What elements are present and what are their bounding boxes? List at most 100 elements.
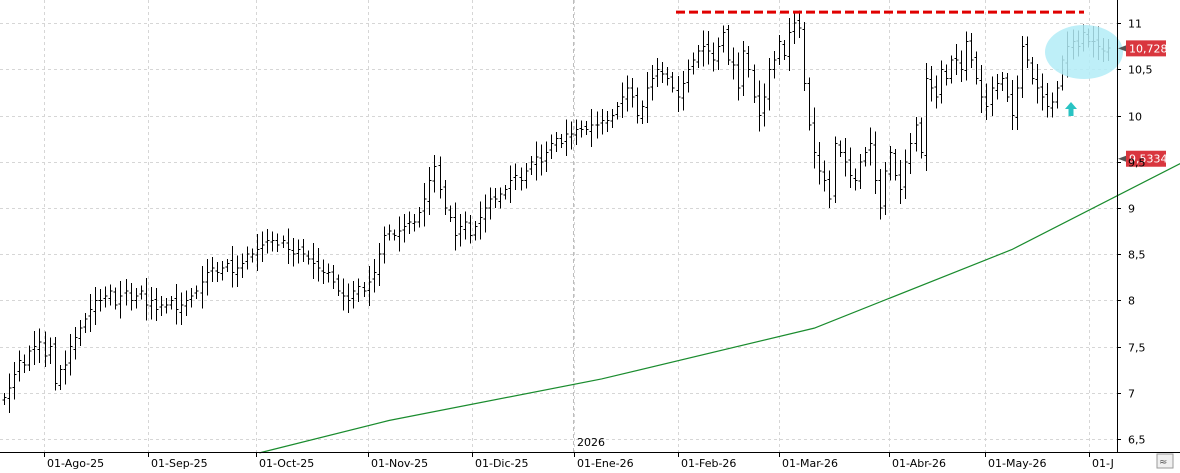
ohlc-bar bbox=[898, 160, 903, 205]
ohlc-bar bbox=[362, 281, 367, 297]
price-bars bbox=[2, 10, 1111, 413]
ohlc-bar bbox=[200, 266, 205, 309]
ohlc-bar bbox=[27, 345, 32, 371]
ohlc-bar bbox=[367, 266, 372, 306]
ohlc-bar bbox=[797, 10, 802, 39]
ohlc-bar bbox=[888, 145, 893, 181]
ohlc-bar bbox=[210, 256, 215, 283]
ohlc-bar bbox=[427, 166, 432, 216]
highlight-ellipse bbox=[1045, 25, 1123, 79]
last-price-badge: 10,728 bbox=[1118, 40, 1168, 57]
ohlc-bar bbox=[574, 119, 579, 146]
x-tick-label: 01-May-26 bbox=[988, 457, 1046, 470]
x-tick-label: 01-J bbox=[1092, 457, 1114, 470]
x-tick-label: 01-Mar-26 bbox=[782, 457, 838, 470]
ohlc-bar bbox=[265, 229, 270, 254]
ohlc-bar bbox=[969, 32, 974, 69]
ohlc-bar bbox=[149, 286, 154, 320]
y-tick-label: 7 bbox=[1128, 388, 1135, 401]
ohlc-bar bbox=[301, 238, 306, 263]
ohlc-bar bbox=[944, 64, 949, 86]
up-arrow-icon bbox=[1065, 102, 1077, 116]
ohlc-bar bbox=[270, 231, 275, 252]
ohlc-bar bbox=[488, 187, 493, 220]
ohlc-bar bbox=[954, 43, 959, 75]
ohlc-bar bbox=[463, 211, 468, 240]
ohlc-bar bbox=[412, 213, 417, 232]
ohlc-bar bbox=[1055, 81, 1060, 109]
ohlc-bar bbox=[159, 295, 164, 316]
scroll-icon: ≈ bbox=[1159, 457, 1167, 468]
ohlc-bar bbox=[772, 51, 777, 79]
ohlc-bar bbox=[113, 287, 118, 310]
ohlc-bar bbox=[964, 31, 969, 81]
ohlc-bar bbox=[524, 163, 529, 189]
ohlc-bar bbox=[17, 350, 22, 382]
ohlc-bar bbox=[984, 83, 989, 120]
ohlc-bar bbox=[716, 37, 721, 71]
ohlc-bar bbox=[453, 202, 458, 251]
ohlc-bar bbox=[802, 21, 807, 92]
ohlc-bar bbox=[503, 184, 508, 200]
ohlc-bar bbox=[868, 127, 873, 166]
ohlc-bar bbox=[731, 47, 736, 80]
ohlc-bar bbox=[220, 261, 225, 281]
y-tick-label: 7,5 bbox=[1128, 342, 1146, 355]
ohlc-bar bbox=[559, 134, 564, 148]
y-tick-label: 10,5 bbox=[1128, 64, 1153, 77]
ohlc-bar bbox=[331, 264, 336, 289]
x-tick-label: 01-Sep-25 bbox=[151, 457, 208, 470]
ohlc-bar bbox=[696, 45, 701, 68]
ohlc-bar bbox=[519, 167, 524, 191]
ohlc-bar bbox=[726, 25, 731, 65]
ohlc-bar bbox=[468, 214, 473, 244]
ohlc-bar bbox=[311, 243, 316, 280]
ohlc-bar bbox=[205, 259, 210, 296]
ohlc-bar bbox=[73, 327, 78, 360]
ohlc-bar bbox=[124, 278, 129, 306]
ohlc-bar bbox=[255, 233, 260, 271]
ohlc-bar bbox=[1025, 36, 1030, 69]
ohlc-bar bbox=[32, 330, 37, 366]
ohlc-bar bbox=[1040, 73, 1045, 111]
ohlc-bar bbox=[787, 17, 792, 72]
x-tick-label: 01-Abr-26 bbox=[892, 457, 946, 470]
ohlc-bar bbox=[762, 83, 767, 127]
ohlc-bar bbox=[974, 51, 979, 85]
x-tick-label: 01-Dic-25 bbox=[475, 457, 529, 470]
ohlc-bar bbox=[341, 278, 346, 311]
ohlc-bar bbox=[275, 233, 280, 252]
ohlc-bar bbox=[443, 179, 448, 215]
ohlc-bar bbox=[478, 201, 483, 240]
y-tick-label: 11 bbox=[1128, 18, 1142, 31]
ohlc-bar bbox=[924, 62, 929, 172]
ohlc-bar bbox=[346, 283, 351, 313]
ohlc-bar bbox=[235, 255, 240, 287]
ohlc-bar bbox=[630, 77, 635, 108]
ohlc-bar bbox=[741, 40, 746, 97]
ohlc-bar bbox=[326, 263, 331, 283]
ohlc-bar bbox=[893, 148, 898, 181]
scroll-button[interactable]: ≈ bbox=[1156, 453, 1174, 469]
ohlc-bar bbox=[605, 111, 610, 133]
ohlc-bar bbox=[291, 238, 296, 267]
ohlc-bar bbox=[12, 361, 17, 400]
ohlc-bar bbox=[184, 290, 189, 317]
ohlc-bar bbox=[189, 287, 194, 308]
ohlc-bar bbox=[397, 216, 402, 252]
ohlc-bar bbox=[670, 72, 675, 93]
x-tick-label: 01-Nov-25 bbox=[371, 457, 428, 470]
ohlc-bar bbox=[356, 278, 361, 302]
ohlc-bar bbox=[286, 228, 291, 265]
ohlc-bar bbox=[676, 76, 681, 112]
ohlc-bar bbox=[377, 242, 382, 286]
moving-average-badge-label: 9,5334 bbox=[1129, 153, 1168, 166]
ohlc-bar bbox=[372, 259, 377, 293]
ohlc-bar bbox=[321, 259, 326, 284]
ohlc-bar bbox=[858, 153, 863, 190]
ohlc-bar bbox=[260, 231, 265, 263]
ohlc-bar bbox=[422, 183, 427, 227]
ohlc-bar bbox=[7, 373, 12, 413]
ohlc-bar bbox=[949, 55, 954, 84]
ohlc-bar bbox=[711, 42, 716, 72]
